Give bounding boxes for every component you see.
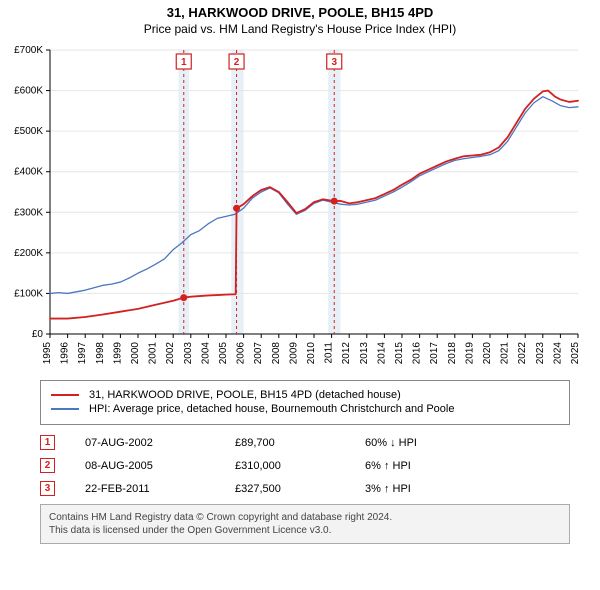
marker-table-index-box: 2 [40,458,55,473]
y-tick-label: £400K [14,167,43,178]
marker-table-date: 22-FEB-2011 [85,483,235,495]
x-tick-label: 2016 [412,342,423,365]
x-tick-label: 1995 [42,342,53,365]
x-tick-label: 2000 [130,342,141,365]
chart-titles: 31, HARKWOOD DRIVE, POOLE, BH15 4PD Pric… [0,0,600,36]
marker-box-label: 2 [234,57,240,68]
x-tick-label: 2022 [517,342,528,365]
x-tick-label: 2014 [376,342,387,365]
x-tick-label: 2008 [271,342,282,365]
title-sub: Price paid vs. HM Land Registry's House … [0,22,600,36]
x-tick-label: 2018 [447,342,458,365]
marker-table-price: £310,000 [235,460,365,472]
marker-box-label: 1 [181,57,187,68]
x-tick-label: 2021 [500,342,511,365]
marker-table-row: 3 22-FEB-2011£327,5003% ↑ HPI [40,481,570,496]
y-tick-label: £200K [14,248,43,259]
series-hpi [50,97,578,294]
footer-line-2: This data is licensed under the Open Gov… [49,524,561,537]
x-tick-label: 2004 [200,342,211,365]
legend-box: 31, HARKWOOD DRIVE, POOLE, BH15 4PD (det… [40,380,570,425]
x-tick-label: 2007 [253,342,264,365]
x-tick-label: 2020 [482,342,493,365]
marker-table: 1 07-AUG-2002£89,70060% ↓ HPI 2 08-AUG-2005… [40,435,570,496]
legend-swatch [51,394,79,396]
x-tick-label: 2001 [148,342,159,365]
chart-svg: £0 £100K £200K £300K £400K £500K £600K £700K 199… [4,44,588,374]
x-tick-label: 2019 [464,342,475,365]
x-tick-label: 2024 [552,342,563,365]
marker-table-delta: 60% ↓ HPI [365,437,417,449]
chart-area: £0 £100K £200K £300K £400K £500K £600K £700K 199… [4,44,588,374]
marker-dot [233,205,240,212]
footer-line-1: Contains HM Land Registry data © Crown c… [49,511,561,524]
y-tick-label: £700K [14,45,43,56]
marker-table-delta: 6% ↑ HPI [365,460,411,472]
x-tick-label: 1996 [60,342,71,365]
series-property [50,91,578,319]
marker-table-delta: 3% ↑ HPI [365,483,411,495]
marker-table-price: £89,700 [235,437,365,449]
shaded-band [231,50,243,334]
marker-table-index-box: 3 [40,481,55,496]
marker-table-index-box: 1 [40,435,55,450]
y-tick-label: £100K [14,288,43,299]
legend-label: 31, HARKWOOD DRIVE, POOLE, BH15 4PD (det… [89,389,401,401]
x-tick-label: 2015 [394,342,405,365]
legend-swatch [51,408,79,410]
marker-table-date: 07-AUG-2002 [85,437,235,449]
x-tick-label: 1998 [95,342,106,365]
y-tick-label: £300K [14,207,43,218]
marker-table-row: 1 07-AUG-2002£89,70060% ↓ HPI [40,435,570,450]
x-tick-label: 2010 [306,342,317,365]
x-tick-label: 2025 [570,342,581,365]
x-tick-label: 2009 [288,342,299,365]
x-tick-label: 2005 [218,342,229,365]
x-tick-label: 2017 [429,342,440,365]
x-tick-label: 1999 [112,342,123,365]
x-tick-label: 2006 [236,342,247,365]
y-tick-label: £600K [14,86,43,97]
marker-table-date: 08-AUG-2005 [85,460,235,472]
marker-box-label: 3 [331,57,337,68]
x-tick-label: 2023 [535,342,546,365]
marker-table-price: £327,500 [235,483,365,495]
x-tick-label: 2003 [183,342,194,365]
x-tick-label: 1997 [77,342,88,365]
y-tick-label: £500K [14,126,43,137]
legend-row: 31, HARKWOOD DRIVE, POOLE, BH15 4PD (det… [51,389,559,401]
legend-label: HPI: Average price, detached house, Bour… [89,403,454,415]
marker-dot [180,294,187,301]
legend-row: HPI: Average price, detached house, Bour… [51,403,559,415]
x-tick-label: 2011 [324,342,335,364]
footer-box: Contains HM Land Registry data © Crown c… [40,504,570,544]
y-tick-label: £0 [32,329,44,340]
x-tick-label: 2002 [165,342,176,365]
marker-dot [331,198,338,205]
title-main: 31, HARKWOOD DRIVE, POOLE, BH15 4PD [0,5,600,20]
marker-table-row: 2 08-AUG-2005£310,0006% ↑ HPI [40,458,570,473]
x-tick-label: 2013 [359,342,370,365]
x-tick-label: 2012 [341,342,352,365]
